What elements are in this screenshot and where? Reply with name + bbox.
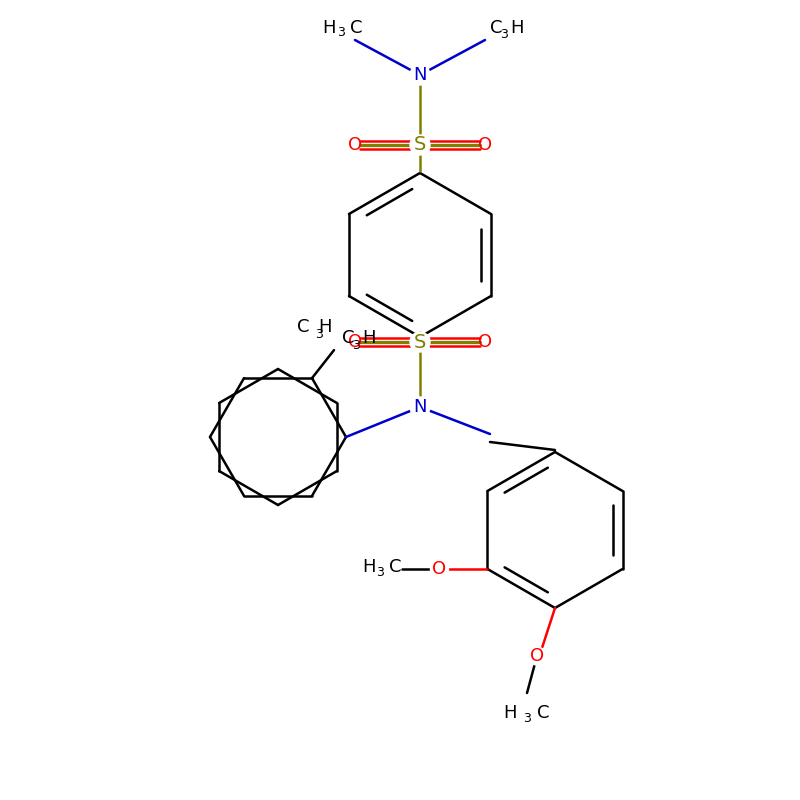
Text: C: C (298, 318, 310, 336)
Text: H: H (322, 19, 336, 37)
Circle shape (528, 647, 546, 665)
Text: 3: 3 (337, 26, 345, 39)
Text: O: O (432, 560, 446, 578)
Text: 3: 3 (523, 713, 531, 726)
Text: 3: 3 (500, 29, 508, 42)
Text: 3: 3 (377, 566, 385, 578)
Circle shape (430, 560, 449, 578)
Circle shape (410, 65, 430, 85)
Text: S: S (414, 333, 426, 351)
Text: S: S (414, 135, 426, 154)
Text: C: C (342, 329, 354, 347)
Text: 3: 3 (315, 327, 323, 341)
Circle shape (410, 332, 430, 352)
Text: O: O (478, 333, 492, 351)
Text: C: C (390, 558, 402, 576)
Text: H: H (362, 558, 375, 576)
Text: H: H (503, 704, 517, 722)
Text: O: O (478, 136, 492, 154)
Text: O: O (348, 333, 362, 351)
Text: 3: 3 (352, 338, 360, 352)
Text: O: O (530, 647, 544, 665)
Text: C: C (490, 19, 502, 37)
Text: O: O (348, 136, 362, 154)
Text: H: H (510, 19, 523, 37)
Circle shape (410, 397, 430, 417)
Text: H: H (362, 329, 375, 347)
Text: C: C (350, 19, 362, 37)
Text: C: C (537, 704, 550, 722)
Text: N: N (414, 66, 426, 84)
Circle shape (410, 135, 430, 155)
Text: N: N (414, 398, 426, 416)
Text: H: H (318, 318, 332, 336)
